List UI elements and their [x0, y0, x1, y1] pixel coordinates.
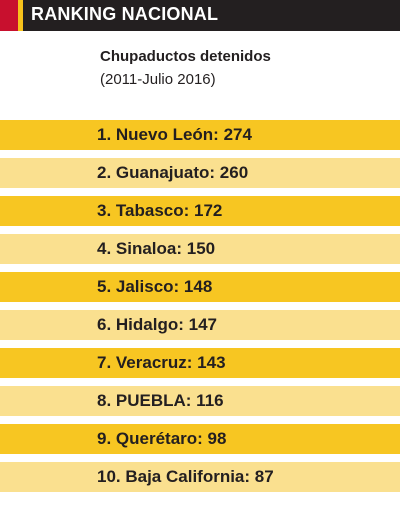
subtitle-line-1: Chupaductos detenidos — [100, 48, 271, 65]
page-title: RANKING NACIONAL — [31, 4, 219, 24]
subtitle-line-2: (2011-Julio 2016) — [100, 71, 216, 88]
ranking-row: 8. PUEBLA: 116 — [0, 386, 400, 416]
header-red-accent — [0, 0, 18, 31]
ranking-row-label: 3. Tabasco: 172 — [97, 201, 223, 220]
ranking-row: 7. Veracruz: 143 — [0, 348, 400, 378]
ranking-row-label: 2. Guanajuato: 260 — [97, 163, 249, 182]
ranking-row: 3. Tabasco: 172 — [0, 196, 400, 226]
ranking-row: 1. Nuevo León: 274 — [0, 120, 400, 150]
ranking-row: 4. Sinaloa: 150 — [0, 234, 400, 264]
ranking-row: 5. Jalisco: 148 — [0, 272, 400, 302]
ranking-row-label: 6. Hidalgo: 147 — [97, 315, 217, 334]
ranking-row-label: 5. Jalisco: 148 — [97, 277, 213, 296]
ranking-row-label: 10. Baja California: 87 — [97, 467, 274, 486]
ranking-row-label: 8. PUEBLA: 116 — [97, 391, 224, 410]
header-bar: RANKING NACIONAL — [0, 0, 400, 31]
subtitle-block: Chupaductos detenidos (2011-Julio 2016) — [100, 45, 271, 91]
header-yellow-accent — [18, 0, 23, 31]
ranking-row-label: 1. Nuevo León: 274 — [97, 125, 252, 144]
ranking-row-label: 4. Sinaloa: 150 — [97, 239, 216, 258]
ranking-row: 6. Hidalgo: 147 — [0, 310, 400, 340]
ranking-row-label: 7. Veracruz: 143 — [97, 353, 226, 372]
ranking-list: 1. Nuevo León: 274 2. Guanajuato: 260 3. T… — [0, 120, 400, 500]
ranking-row: 9. Querétaro: 98 — [0, 424, 400, 454]
ranking-row-label: 9. Querétaro: 98 — [97, 429, 227, 448]
ranking-row: 10. Baja California: 87 — [0, 462, 400, 492]
ranking-row: 2. Guanajuato: 260 — [0, 158, 400, 188]
